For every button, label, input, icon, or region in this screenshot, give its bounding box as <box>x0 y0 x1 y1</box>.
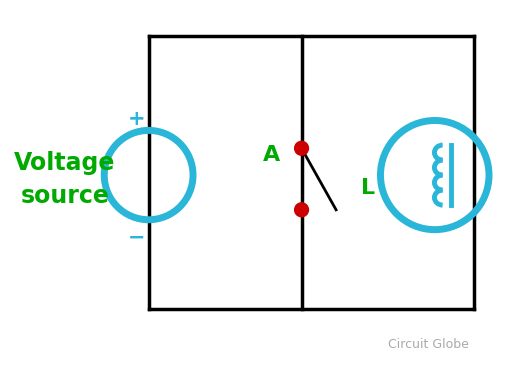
Text: source: source <box>20 184 109 208</box>
Text: A: A <box>263 145 281 165</box>
Text: Voltage: Voltage <box>14 151 115 175</box>
Circle shape <box>295 203 308 217</box>
Circle shape <box>295 141 308 155</box>
Text: L: L <box>361 178 375 198</box>
Text: Circuit Globe: Circuit Globe <box>388 338 469 351</box>
Text: +: + <box>128 108 146 128</box>
Text: −: − <box>128 228 145 248</box>
